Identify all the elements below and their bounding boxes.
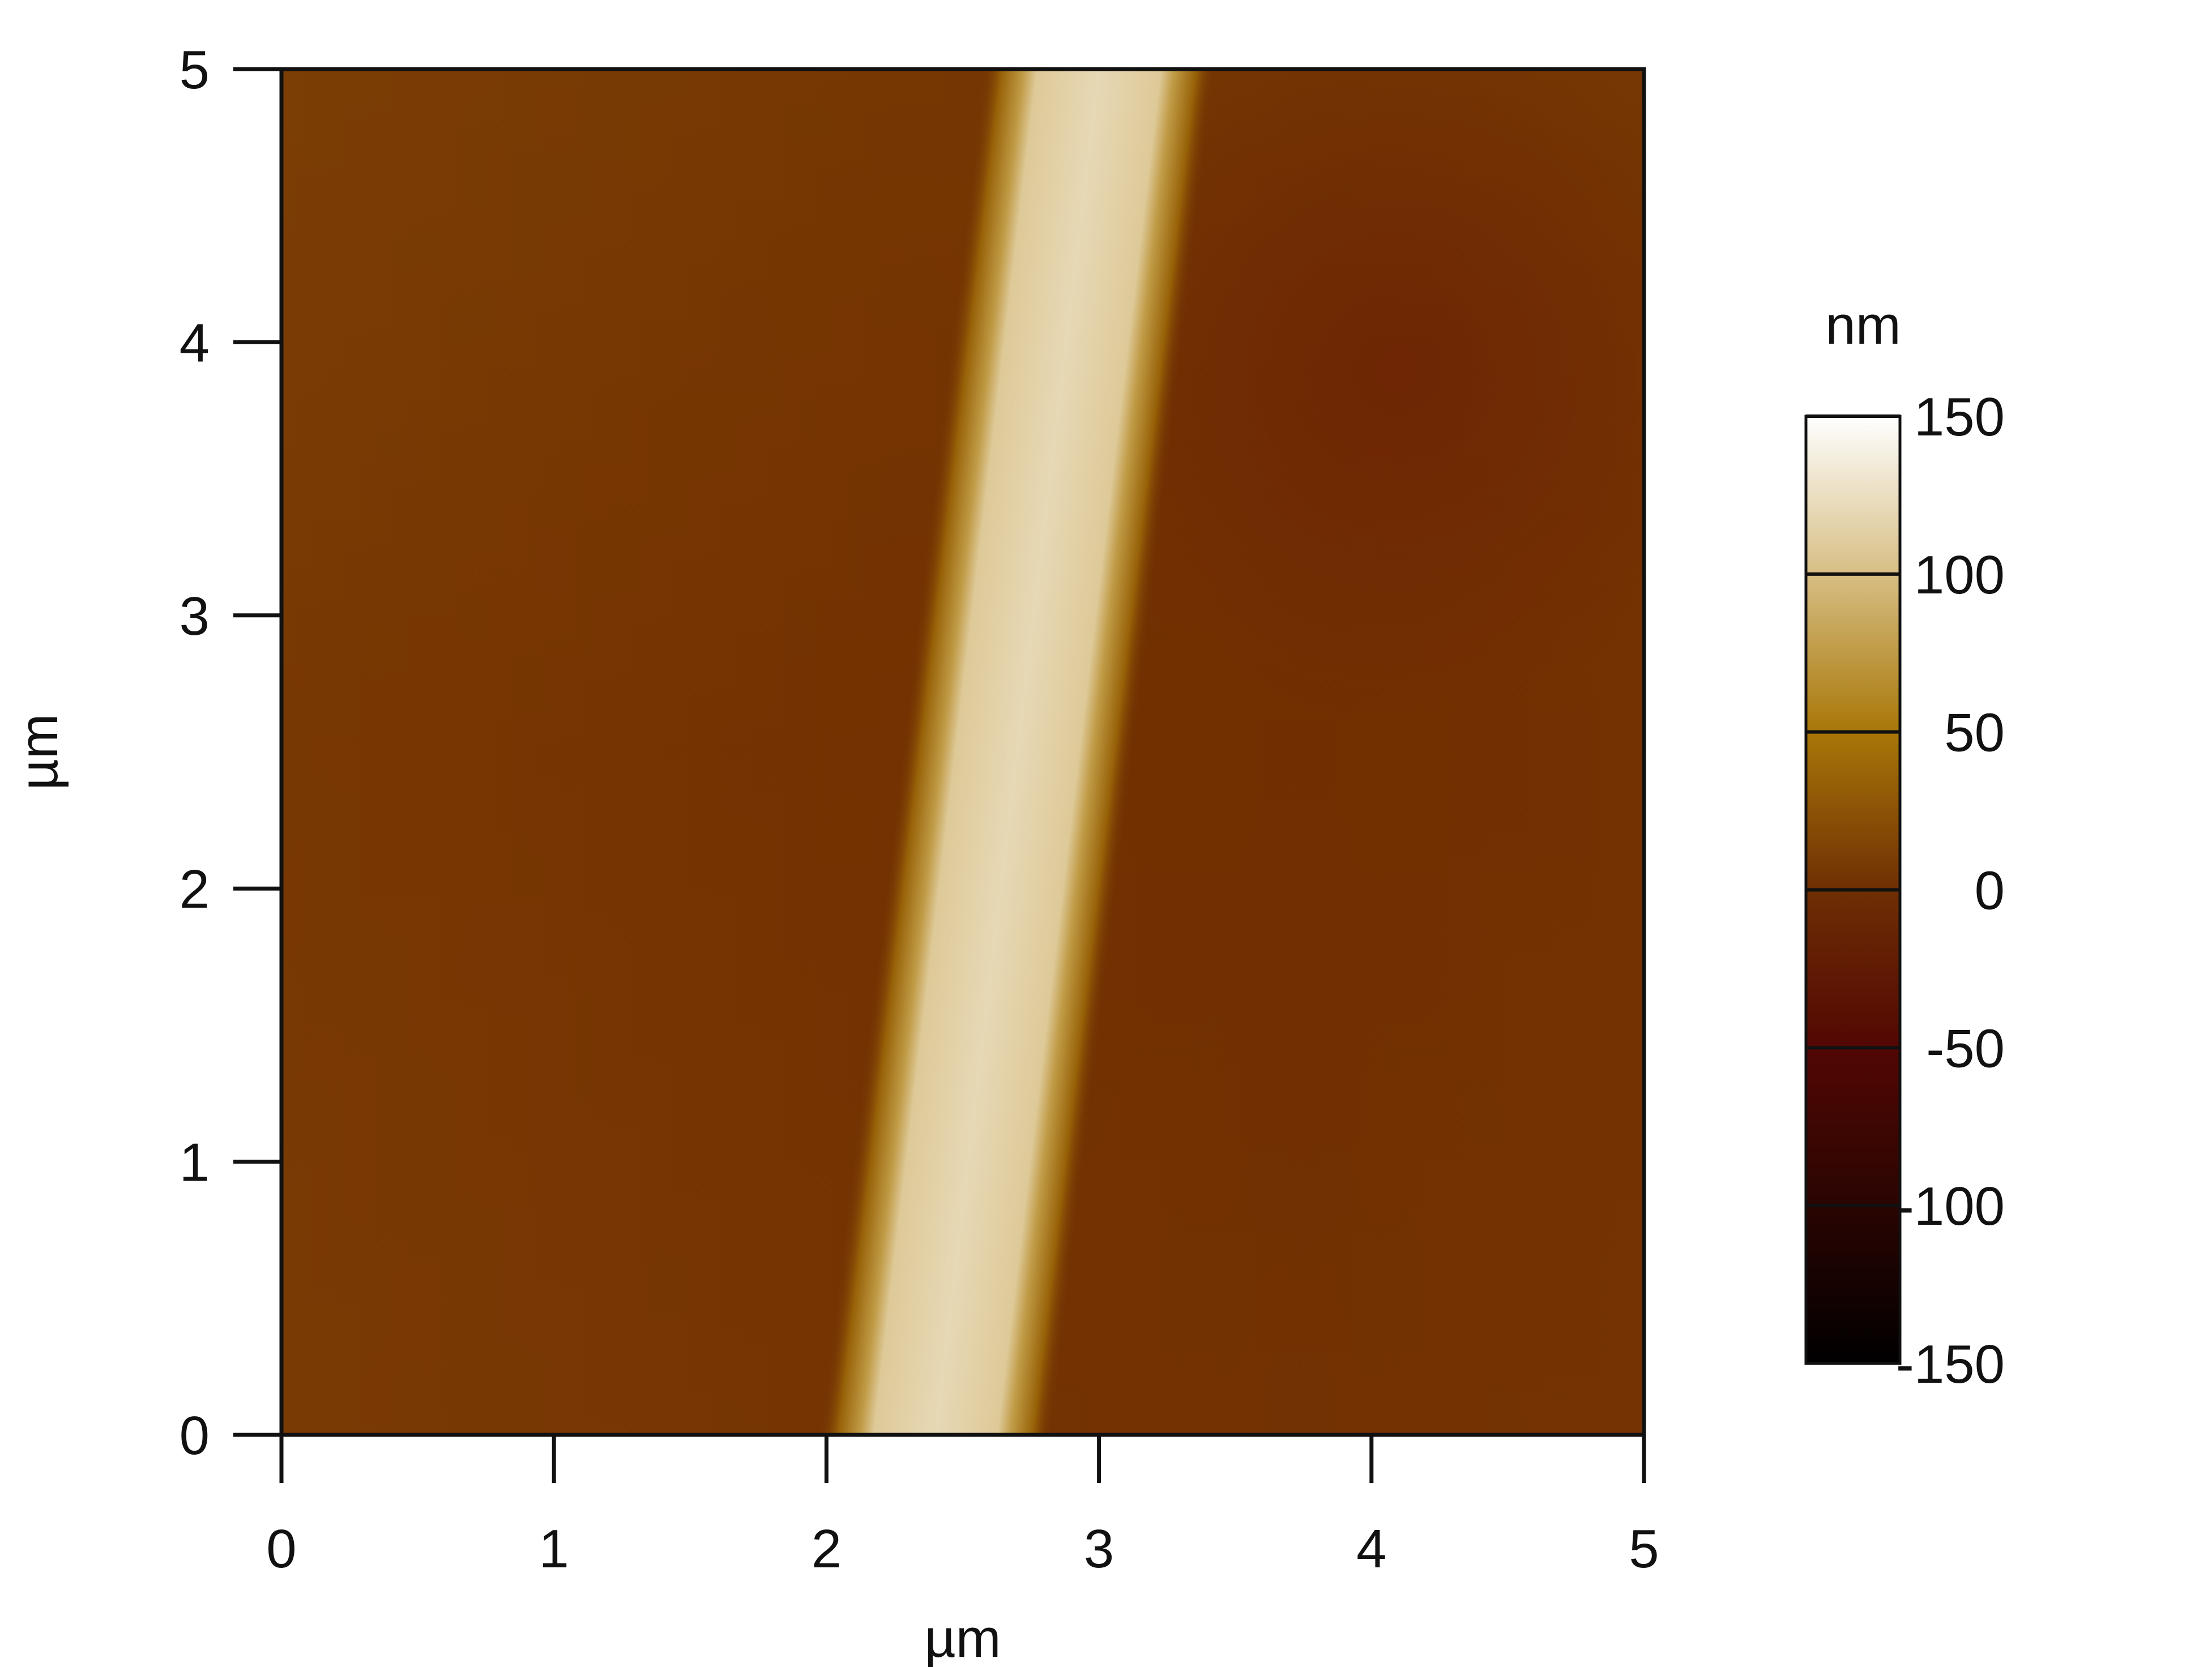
y-axis-tick-label: 3 <box>180 586 210 647</box>
y-axis-tick-label: 2 <box>180 859 210 920</box>
colorbar-tick-label: 150 <box>1914 387 2005 447</box>
ridge-band <box>819 69 1215 1435</box>
x-axis-tick-label: 3 <box>1084 1519 1114 1579</box>
x-axis-title: µm <box>924 1608 1001 1667</box>
colorbar-unit-label: nm <box>1825 295 1901 356</box>
colorbar-tick-label: 50 <box>1944 703 2005 763</box>
y-axis-tick-label: 4 <box>180 313 210 373</box>
x-axis-tick-label: 0 <box>266 1519 296 1579</box>
y-axis: 0 1 2 3 4 5 <box>180 40 281 1466</box>
plot-area <box>279 67 1646 1437</box>
colorbar-tick-label: 0 <box>1975 861 2005 921</box>
colorbar-tick-label: -150 <box>1896 1334 2005 1395</box>
x-axis: 0 1 2 3 4 5 <box>266 1435 1659 1579</box>
y-axis-title: µm <box>8 713 69 790</box>
x-axis-tick-label: 4 <box>1356 1519 1386 1579</box>
y-axis-tick-label: 0 <box>180 1405 210 1466</box>
colorbar: 150 100 50 0 -50 -100 -150 nm <box>1804 295 2005 1395</box>
plot-frame <box>279 67 1646 1437</box>
colorbar-ticks: 150 100 50 0 -50 -100 -150 <box>1806 387 2005 1395</box>
y-axis-tick-label: 5 <box>180 40 210 100</box>
y-axis-tick-label: 1 <box>180 1132 210 1193</box>
colorbar-tick-label: -100 <box>1896 1176 2005 1237</box>
x-axis-tick-label: 5 <box>1629 1519 1659 1579</box>
x-axis-tick-label: 2 <box>812 1519 842 1579</box>
colorbar-tick-label: -50 <box>1926 1018 2005 1079</box>
x-axis-tick-label: 1 <box>539 1519 569 1579</box>
colorbar-tick-label: 100 <box>1914 545 2005 605</box>
